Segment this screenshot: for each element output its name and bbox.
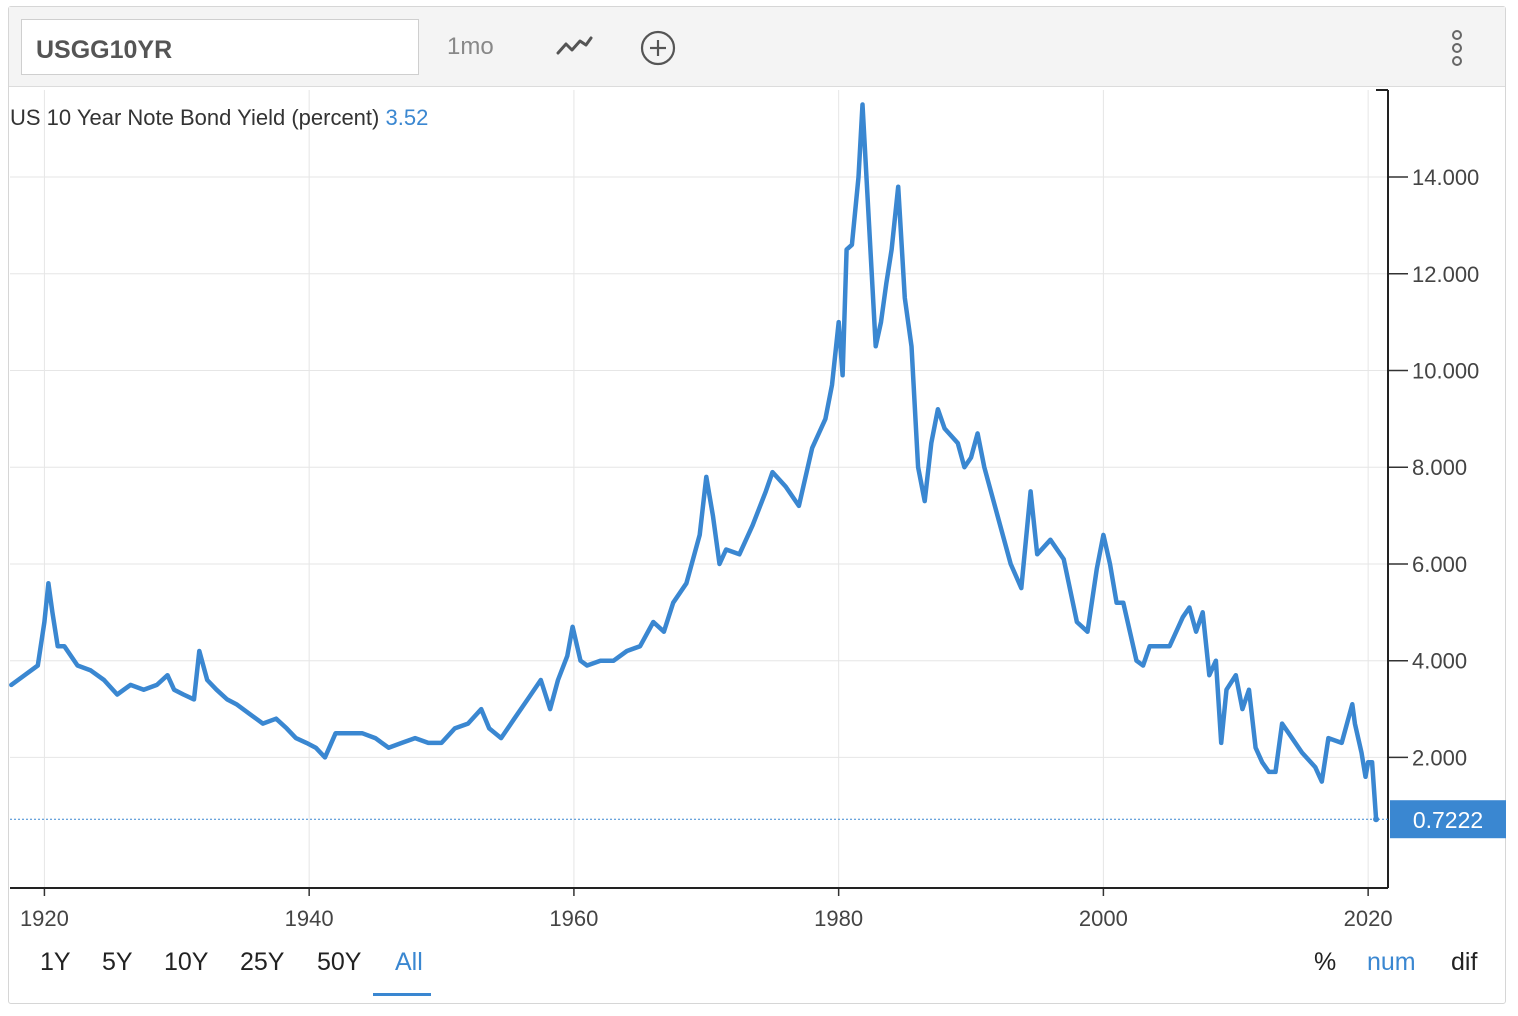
range-button-all[interactable]: All <box>395 948 423 976</box>
frequency-selector[interactable]: 1mo <box>447 33 494 60</box>
active-range-underline <box>373 993 431 996</box>
plus-circle-icon[interactable] <box>639 29 677 72</box>
last-value-label: 0.7222 <box>1413 807 1483 833</box>
y-tick-label: 6.000 <box>1412 552 1467 577</box>
series-label: US 10 Year Note Bond Yield (percent) <box>10 105 380 130</box>
range-button-5y[interactable]: 5Y <box>102 948 133 976</box>
line-chart-icon[interactable] <box>555 33 593 64</box>
chart-widget: USGG10YR 1mo <box>8 6 1506 1004</box>
mode-button-num[interactable]: num <box>1367 948 1416 976</box>
y-tick-label: 4.000 <box>1412 649 1467 674</box>
x-tick-label: 1960 <box>549 906 598 931</box>
y-tick-label: 14.000 <box>1412 165 1479 190</box>
range-button-25y[interactable]: 25Y <box>240 948 285 976</box>
chart-toolbar: USGG10YR 1mo <box>9 7 1505 87</box>
mode-button-dif[interactable]: dif <box>1451 948 1478 976</box>
x-tick-label: 1980 <box>814 906 863 931</box>
y-tick-label: 2.000 <box>1412 745 1467 770</box>
range-button-1y[interactable]: 1Y <box>40 948 71 976</box>
x-tick-label: 2000 <box>1079 906 1128 931</box>
more-vertical-icon[interactable] <box>1447 29 1467 74</box>
y-tick-label: 12.000 <box>1412 262 1479 287</box>
series-value: 3.52 <box>385 105 429 130</box>
symbol-input[interactable]: USGG10YR <box>21 19 419 75</box>
range-button-10y[interactable]: 10Y <box>164 948 209 976</box>
range-button-50y[interactable]: 50Y <box>317 948 362 976</box>
y-tick-label: 8.000 <box>1412 455 1467 480</box>
x-tick-label: 1940 <box>285 906 334 931</box>
mode-button-percent[interactable]: % <box>1314 948 1337 976</box>
last-value-marker <box>1373 816 1380 823</box>
chart-legend: US 10 Year Note Bond Yield (percent) 3.5… <box>10 105 428 131</box>
x-tick-label: 1920 <box>20 906 69 931</box>
series-line <box>9 102 1379 822</box>
last-value-badge <box>1390 800 1506 839</box>
x-tick-label: 2020 <box>1344 906 1393 931</box>
y-tick-label: 10.000 <box>1412 359 1479 384</box>
